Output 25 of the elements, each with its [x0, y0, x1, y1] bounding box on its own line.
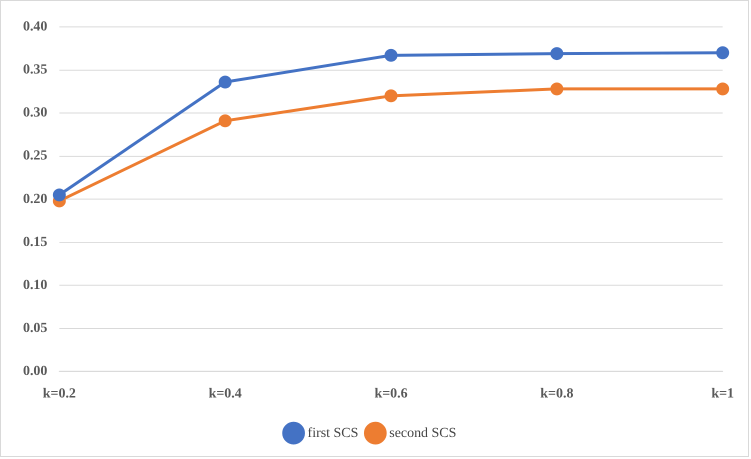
point [550, 82, 564, 96]
point [550, 47, 564, 60]
x-tick-label: k=0.2 [42, 386, 76, 402]
x-tick-label: k=0.6 [374, 386, 408, 402]
legend-label: second SCS [389, 426, 456, 441]
point [384, 48, 398, 62]
legend-label: first SCS [308, 426, 358, 441]
y-tick-label: 0.10 [22, 278, 48, 293]
point [384, 89, 398, 102]
y-tick-label: 0.30 [22, 106, 48, 121]
point [716, 82, 730, 96]
y-tick-label: 0.15 [22, 234, 48, 250]
point [218, 114, 232, 128]
x-tick-label: k=1 [711, 386, 734, 402]
point [218, 76, 232, 89]
x-tick-label: k=0.8 [540, 386, 574, 402]
y-tick-label: 0.35 [22, 62, 48, 78]
y-tick-label: 0.25 [22, 148, 48, 164]
point [716, 46, 730, 60]
y-tick-label: 0.00 [22, 364, 48, 380]
y-tick-label: 0.20 [22, 192, 48, 207]
point [52, 188, 66, 202]
y-tick-label: 0.05 [22, 321, 48, 336]
y-tick-label: 0.40 [22, 19, 48, 34]
x-tick-label: k=0.4 [208, 386, 242, 402]
